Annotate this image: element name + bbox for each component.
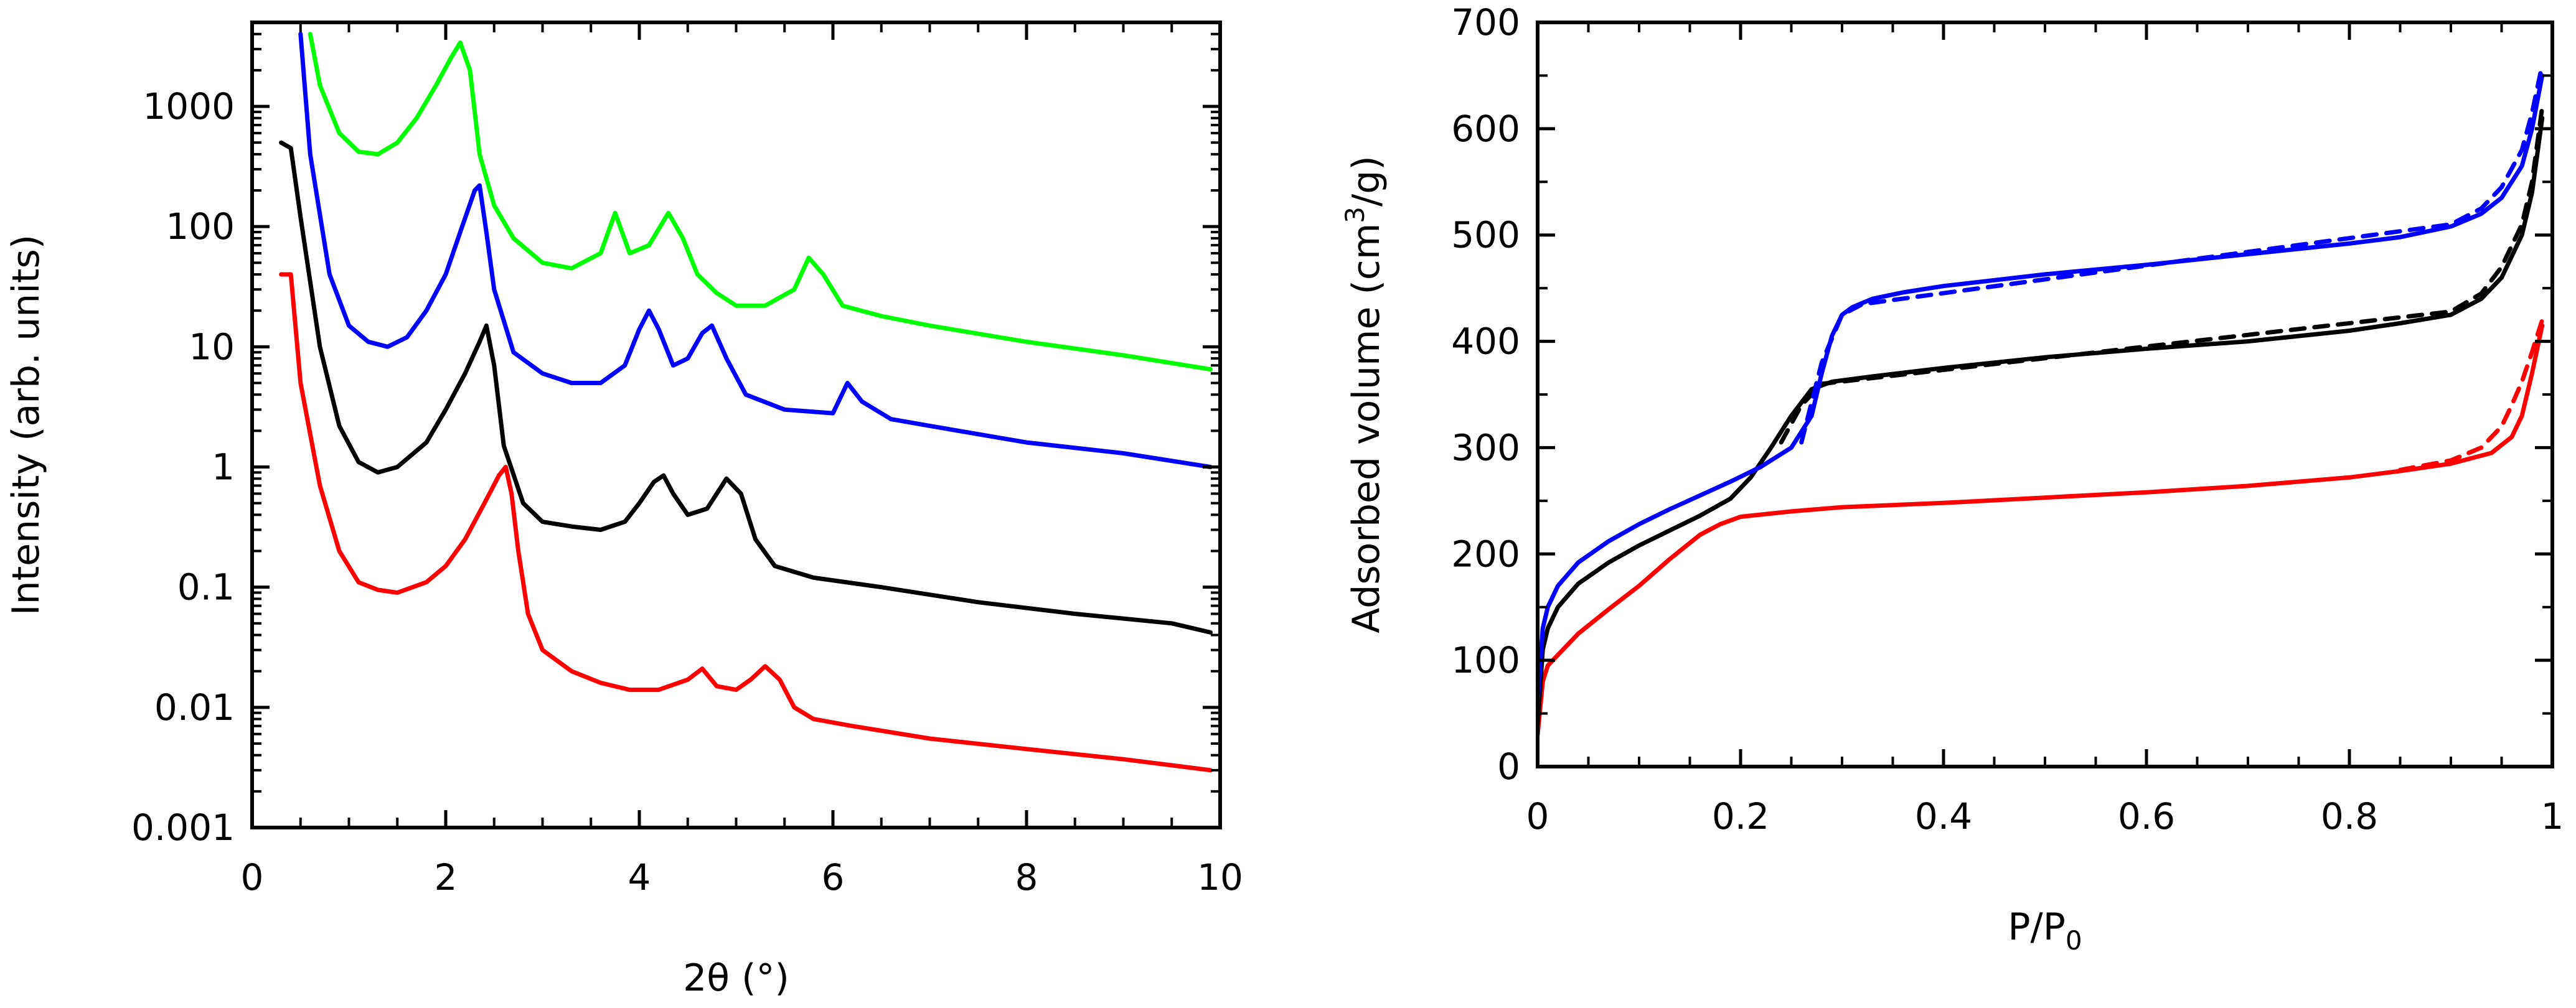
xrd-chart: 0 2 4 6 8 10 0.001 0.01 0.1 1 10 100 1000 2θ (°) Inten… — [4, 21, 1243, 1000]
x-tick-label: 0.6 — [2118, 795, 2175, 838]
series-line-black-adsorption — [1538, 116, 2545, 727]
x-tick-label: 0.4 — [1915, 795, 1972, 838]
y-axis-label-sup: 3 — [1340, 207, 1370, 223]
series-line-green — [308, 32, 1213, 371]
x-tick-label: 8 — [1015, 856, 1038, 898]
series-line-black — [279, 140, 1213, 635]
x-tick-label: 0.2 — [1712, 795, 1769, 838]
x-tick-label: 0 — [1526, 795, 1549, 838]
y-tick-label: 200 — [1451, 533, 1520, 575]
x-tick-label: 1 — [2541, 795, 2564, 838]
isotherm-chart: 0 0.2 0.4 0.6 0.8 10100200300400500600700P/P0… — [1340, 1, 2564, 956]
y-tick-label: 700 — [1451, 1, 1520, 44]
x-tick-label: 10 — [1197, 856, 1243, 898]
x-axis-label: P/P0 — [2008, 905, 2082, 956]
series-group — [279, 32, 1213, 773]
y-tick-label: 1 — [212, 446, 235, 488]
y-tick-label: 600 — [1451, 108, 1520, 150]
y-tick-label: 100 — [1451, 639, 1520, 681]
series-line-blue-desorption — [1799, 62, 2545, 445]
x-tick-label: 4 — [628, 856, 651, 898]
y-tick-label: 100 — [166, 205, 235, 248]
y-tick-label: 0.1 — [177, 566, 235, 609]
y-tick-label: 400 — [1451, 320, 1520, 363]
series-line-red-adsorption — [1538, 323, 2545, 737]
x-tick-label: 0.8 — [2321, 795, 2378, 838]
series-group — [1538, 62, 2545, 737]
y-tick-label: 500 — [1451, 214, 1520, 256]
y-tick-label: 1000 — [143, 85, 235, 128]
y-tick-label: 0.01 — [154, 686, 235, 729]
x-tick-label: 0 — [241, 856, 264, 898]
y-axis-label-main: Adsorbed volume (cm — [1345, 223, 1388, 633]
y-axis-label: Intensity (arb. units) — [4, 235, 48, 615]
x-tick-label: 2 — [435, 856, 458, 898]
y-axis-label-end: /g) — [1345, 156, 1388, 207]
y-tick-label: 300 — [1451, 426, 1520, 469]
series-line-red-desorption — [2398, 317, 2545, 472]
y-tick-label: 10 — [189, 325, 235, 368]
x-axis-label-sub: 0 — [2066, 925, 2082, 956]
x-tick-label: 6 — [822, 856, 845, 898]
series-line-red — [279, 272, 1213, 773]
x-axis-label-main: P/P — [2008, 905, 2066, 949]
series-line-blue — [298, 32, 1213, 469]
x-axis-label: 2θ (°) — [683, 956, 789, 1000]
plot-frame — [1536, 21, 2554, 768]
series-line-black-desorption — [1779, 105, 2545, 445]
y-tick-label: 0.001 — [131, 806, 235, 849]
y-axis-label: Adsorbed volume (cm3/g) — [1340, 156, 1388, 633]
series-line-blue-adsorption — [1538, 73, 2545, 705]
y-tick-label: 0 — [1497, 745, 1520, 788]
